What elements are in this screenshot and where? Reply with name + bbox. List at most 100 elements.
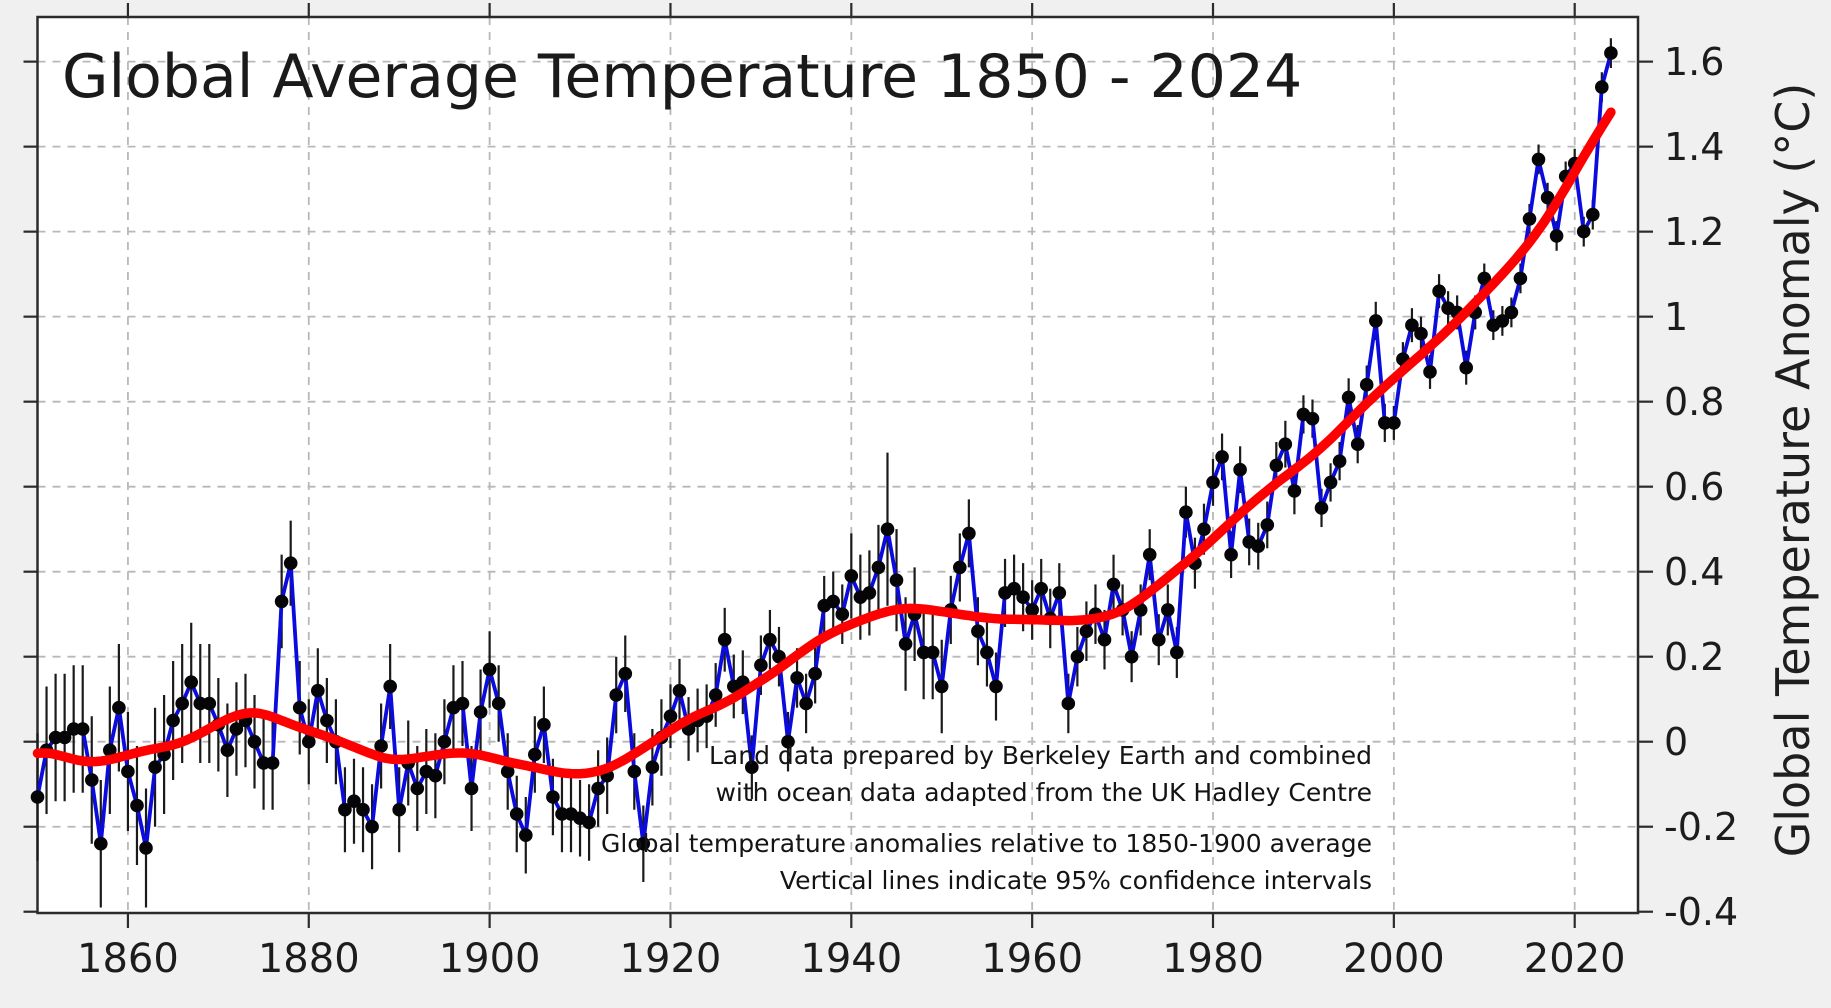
data-point-marker — [103, 743, 117, 757]
data-point-marker — [1549, 229, 1564, 243]
data-point-marker — [1079, 624, 1094, 638]
x-tick-label: 2020 — [1523, 936, 1626, 982]
data-point-marker — [1170, 645, 1184, 660]
data-point-marker — [1070, 649, 1085, 664]
data-point-marker — [365, 819, 379, 834]
data-point-marker — [618, 666, 633, 681]
data-point-marker — [473, 705, 488, 719]
annotation-source-line2: with ocean data adapted from the UK Hadl… — [715, 778, 1372, 807]
data-point-marker — [971, 624, 985, 638]
data-point-marker — [672, 683, 687, 698]
data-point-marker — [1260, 518, 1275, 532]
x-tick-label: 1980 — [1162, 936, 1264, 982]
data-point-marker — [1061, 696, 1076, 711]
y-tick-label: 0.4 — [1664, 549, 1725, 594]
data-point-marker — [546, 790, 560, 804]
data-point-marker — [519, 828, 533, 842]
data-point-marker — [537, 717, 551, 732]
data-point-marker — [1540, 190, 1555, 205]
data-point-marker — [1106, 577, 1121, 592]
data-point-marker — [844, 569, 859, 583]
data-point-marker — [75, 722, 90, 736]
annotation-baseline-line2: Vertical lines indicate 95% confidence i… — [779, 866, 1372, 895]
data-point-marker — [880, 522, 895, 536]
data-point-marker — [1097, 632, 1112, 647]
data-point-marker — [1287, 484, 1302, 498]
data-point-marker — [808, 666, 822, 681]
data-point-marker — [220, 743, 235, 757]
data-point-marker — [1332, 454, 1347, 469]
data-point-marker — [717, 632, 732, 647]
data-point-marker — [1224, 547, 1238, 562]
data-point-marker — [781, 734, 795, 749]
y-tick-label: -0.4 — [1664, 889, 1739, 934]
chart-title: Global Average Temperature 1850 - 2024 — [62, 42, 1303, 112]
data-point-marker — [871, 560, 886, 575]
data-point-marker — [1305, 411, 1320, 426]
data-point-marker — [1423, 365, 1437, 379]
y-tick-label: 1 — [1664, 294, 1689, 339]
axes-spines — [36, 15, 1640, 915]
y-tick-label: -0.2 — [1664, 804, 1739, 849]
data-point-marker — [627, 764, 642, 779]
x-tick-label: 2000 — [1342, 936, 1445, 982]
data-point-marker — [94, 836, 108, 851]
data-point-marker — [1197, 522, 1211, 536]
data-point-marker — [1387, 416, 1401, 430]
data-point-marker — [1359, 377, 1374, 392]
data-point-marker — [1414, 326, 1428, 341]
annotation-baseline-line1: Global temperature anomalies relative to… — [600, 829, 1372, 858]
data-point-marker — [464, 781, 479, 796]
data-point-marker — [311, 683, 325, 698]
data-point-marker — [934, 679, 949, 694]
data-point-marker — [1124, 649, 1139, 664]
data-point-marker — [663, 709, 678, 723]
data-point-marker — [1432, 284, 1446, 299]
x-tick-label: 1920 — [619, 936, 722, 982]
data-point-marker — [1576, 224, 1591, 239]
data-point-marker — [1007, 581, 1021, 596]
data-point-marker — [1405, 318, 1419, 333]
data-point-marker — [1233, 462, 1247, 477]
data-point-marker — [1595, 80, 1609, 94]
data-point-marker — [112, 700, 126, 715]
data-point-marker — [347, 794, 361, 808]
data-point-marker — [1161, 603, 1175, 617]
x-tick-label: 1860 — [77, 936, 179, 982]
data-point-marker — [989, 679, 1003, 694]
data-point-marker — [1152, 632, 1166, 647]
data-point-marker — [591, 781, 605, 796]
y-tick-label: 1.2 — [1664, 209, 1725, 254]
y-tick-label: 1.6 — [1664, 39, 1725, 84]
data-point-marker — [889, 573, 904, 587]
data-point-marker — [274, 594, 289, 609]
data-point-marker — [1604, 46, 1618, 60]
y-tick-label: 0.8 — [1664, 379, 1725, 424]
data-point-marker — [202, 696, 217, 711]
data-point-marker — [374, 739, 388, 753]
data-point-marker — [148, 760, 162, 774]
data-point-marker — [1504, 305, 1519, 320]
smoothed-trend-line — [32, 107, 1616, 779]
data-point-marker — [1269, 458, 1284, 473]
data-point-marker — [772, 649, 786, 664]
y-tick-label: 0 — [1664, 719, 1689, 764]
data-point-marker — [636, 836, 651, 851]
data-point-marker — [121, 764, 135, 779]
data-point-marker — [1350, 437, 1365, 452]
data-point-marker — [1323, 475, 1338, 490]
y-tick-label: 0.2 — [1664, 634, 1725, 679]
data-point-marker — [708, 688, 723, 702]
data-point-marker — [898, 637, 913, 651]
data-point-marker — [790, 671, 804, 685]
data-point-marker — [265, 756, 280, 770]
data-point-marker — [500, 764, 515, 779]
x-tick-label: 1940 — [800, 936, 903, 982]
data-point-marker — [292, 700, 307, 715]
plot-area — [37, 17, 1638, 913]
data-point-marker — [229, 722, 244, 736]
data-point-marker — [609, 688, 623, 702]
data-point-marker — [1369, 314, 1383, 328]
y-tick-label: 1.4 — [1664, 124, 1725, 169]
